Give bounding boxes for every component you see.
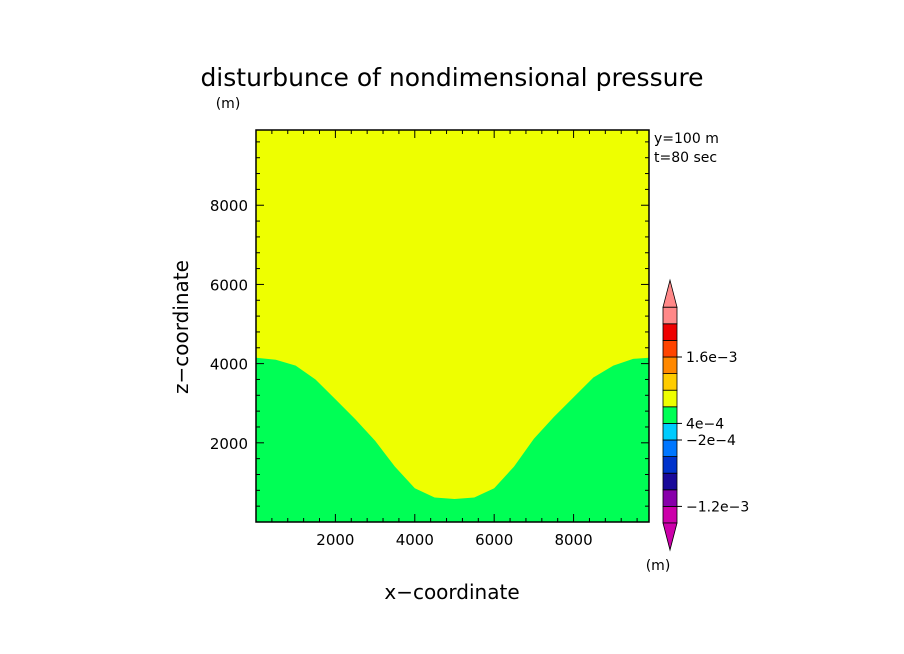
colorbar-box <box>662 356 678 375</box>
colorbar: 1.6e−3 4e−4−2e−4 −1.2e−3 <box>662 278 749 552</box>
x-tick-label: 6000 <box>475 531 513 549</box>
x-tick-label: 4000 <box>396 531 434 549</box>
colorbar-box <box>662 439 678 458</box>
x-axis-label: x−coordinate <box>384 580 519 604</box>
region-lower <box>256 357 649 522</box>
y-tick-label: 8000 <box>210 197 248 215</box>
plot-frame <box>255 129 650 523</box>
colorbar-box <box>662 456 678 474</box>
colorbar-box <box>662 389 678 408</box>
annotation-t: t=80 sec <box>654 150 717 166</box>
colorbar-box <box>662 422 678 441</box>
colorbar-box <box>662 472 678 491</box>
colorbar-box <box>662 373 678 391</box>
colorbar-box <box>662 489 678 507</box>
colorbar-label: −1.2e−3 <box>686 499 749 515</box>
chart-title: disturbunce of nondimensional pressure <box>200 63 703 92</box>
y-axis-label: z−coordinate <box>169 260 193 394</box>
colorbar-box <box>662 339 678 358</box>
colorbar-box <box>662 306 678 325</box>
x-tick-label: 2000 <box>316 531 354 549</box>
colorbar-unit: (m) <box>646 558 671 574</box>
colorbar-label: −2e−4 <box>686 433 736 449</box>
annotation-y: y=100 m <box>654 131 719 147</box>
y-tick-label: 2000 <box>210 435 248 453</box>
colorbar-box <box>662 505 678 524</box>
colorbar-box <box>662 323 678 341</box>
colorbar-arrow-bottom <box>662 522 678 552</box>
colorbar-box <box>662 406 678 424</box>
y-tick-label: 4000 <box>210 356 248 374</box>
plot-area: 2000 4000 6000 8000 2000 4000 6000 8000 <box>210 129 650 549</box>
x-tick-label: 8000 <box>554 531 592 549</box>
colorbar-label: 1.6e−3 <box>686 350 738 366</box>
y-tick-label: 6000 <box>210 276 248 294</box>
colorbar-label: 4e−4 <box>686 416 724 432</box>
colorbar-arrow-top <box>662 278 678 308</box>
title-unit: (m) <box>216 96 241 112</box>
